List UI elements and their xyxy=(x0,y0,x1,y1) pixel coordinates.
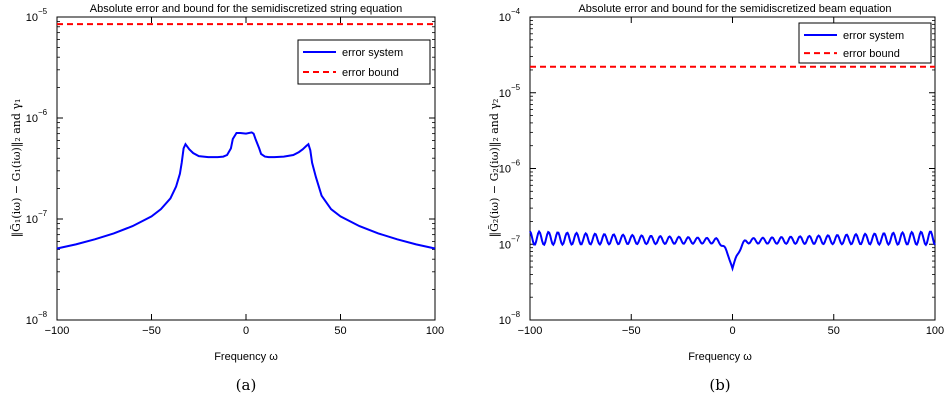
x-tick-label: −50 xyxy=(622,325,641,337)
x-tick-label: 0 xyxy=(729,325,735,337)
legend-label: error bound xyxy=(342,67,399,79)
y-tick-exponent: −5 xyxy=(511,83,521,92)
legend-label: error system xyxy=(843,30,904,42)
x-tick-label: 50 xyxy=(828,325,840,337)
chart-title: Absolute error and bound for the semidis… xyxy=(90,3,402,15)
chart-title: Absolute error and bound for the semidis… xyxy=(578,3,891,15)
legend-label: error system xyxy=(342,47,403,59)
y-tick-exponent: −7 xyxy=(38,209,48,218)
x-tick-label: 50 xyxy=(334,325,346,337)
x-tick-label: −100 xyxy=(45,325,70,337)
y-tick-exponent: −4 xyxy=(511,7,521,16)
y-tick-label: 10 xyxy=(499,315,511,327)
series-line-error-system xyxy=(56,131,436,250)
series-line-error-system xyxy=(529,229,936,272)
y-tick-exponent: −8 xyxy=(511,310,521,319)
subfigure-caption: (a) xyxy=(236,376,257,394)
y-tick-exponent: −5 xyxy=(38,7,48,16)
x-axis-label: Frequency ω xyxy=(214,351,278,363)
y-tick-label: 10 xyxy=(499,12,511,24)
y-tick-label: 10 xyxy=(499,239,511,251)
y-tick-exponent: −6 xyxy=(38,108,48,117)
y-tick-exponent: −6 xyxy=(511,159,521,168)
y-axis-label: ‖G̃₁(iω) − G₁(iω)‖₂ and γ₁ xyxy=(10,99,24,238)
y-tick-exponent: −8 xyxy=(38,310,48,319)
legend-box xyxy=(297,39,431,85)
chart-panel-a: Absolute error and bound for the semidis… xyxy=(10,3,444,394)
y-tick-exponent: −7 xyxy=(511,234,521,243)
x-tick-label: −50 xyxy=(142,325,161,337)
x-axis-label: Frequency ω xyxy=(688,351,752,363)
subfigure-caption: (b) xyxy=(709,376,730,394)
x-tick-label: −100 xyxy=(518,325,543,337)
x-tick-label: 100 xyxy=(426,325,444,337)
x-tick-label: 100 xyxy=(926,325,944,337)
chart-panel-b: Absolute error and bound for the semidis… xyxy=(488,3,944,394)
y-tick-label: 10 xyxy=(26,315,38,327)
x-tick-label: 0 xyxy=(243,325,249,337)
y-tick-label: 10 xyxy=(499,164,511,176)
y-tick-label: 10 xyxy=(499,88,511,100)
y-tick-label: 10 xyxy=(26,214,38,226)
y-tick-label: 10 xyxy=(26,12,38,24)
legend-box xyxy=(798,22,932,64)
legend-label: error bound xyxy=(843,48,900,60)
y-axis-label: ‖G̃₂(iω) − G₂(iω)‖₂ and γ₂ xyxy=(488,99,502,238)
y-tick-label: 10 xyxy=(26,113,38,125)
